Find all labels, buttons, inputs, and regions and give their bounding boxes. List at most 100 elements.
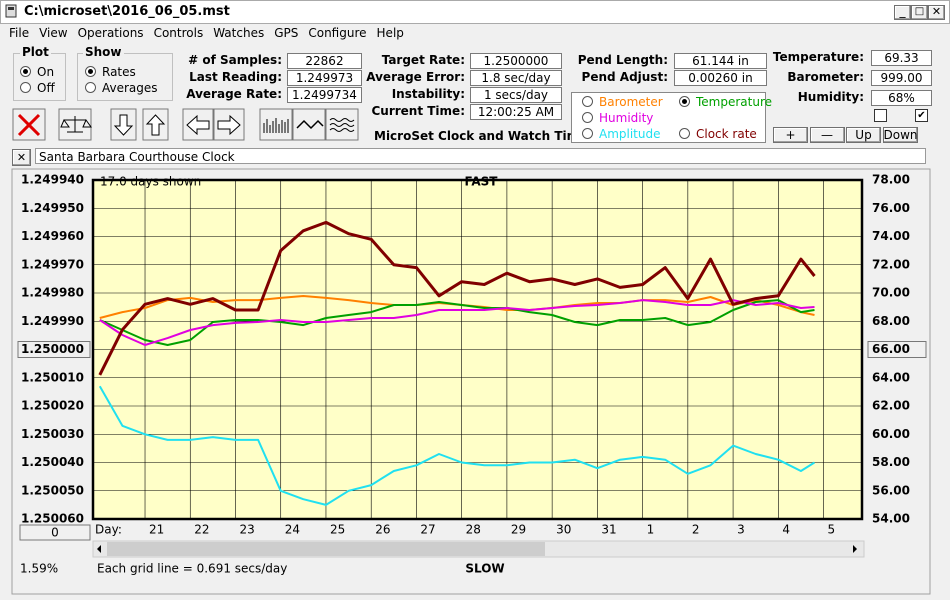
y-tick-label: 1.250000 [21, 342, 84, 356]
radio[interactable] [582, 128, 593, 139]
field-value[interactable]: 1.249973 [287, 70, 362, 86]
field-label: Current Time: [371, 104, 465, 118]
field-value[interactable]: 22862 [287, 53, 362, 69]
days-shown: 17.0 days shown [100, 175, 201, 189]
scrollbar[interactable] [92, 540, 865, 558]
x-tick-label: 31 [601, 523, 616, 537]
close-button[interactable]: ✕ [928, 5, 945, 20]
legend-item[interactable]: Humidity [582, 111, 653, 125]
field-value[interactable]: 69.33 [871, 50, 932, 66]
watch-name[interactable]: Santa Barbara Courthouse Clock [35, 148, 926, 164]
menu-item[interactable]: Operations [77, 26, 144, 40]
radio[interactable] [679, 96, 690, 107]
radio[interactable] [582, 112, 593, 123]
field-value[interactable]: 61.144 in [674, 53, 767, 69]
x-tick-label: 26 [375, 523, 390, 537]
field-value[interactable]: 12:00:25 AM [470, 104, 562, 120]
y2-tick-label: 78.00 [872, 173, 910, 187]
up-button[interactable] [142, 108, 169, 141]
maximize-button[interactable]: □ [911, 5, 928, 20]
radio[interactable] [20, 66, 31, 77]
menu-item[interactable]: GPS [274, 26, 299, 40]
field-label: # of Samples: [188, 53, 282, 67]
y2-tick-label: 64.00 [872, 370, 910, 384]
legend-item[interactable]: Barometer [582, 95, 663, 109]
radio[interactable] [85, 82, 96, 93]
radio[interactable] [582, 96, 593, 107]
menu-item[interactable]: Configure [308, 26, 367, 40]
radio-option[interactable]: Averages [85, 80, 158, 96]
chart: 17.0 days shown FAST SLOW Day: Each grid… [11, 168, 931, 595]
down-button[interactable] [110, 108, 137, 141]
checkbox[interactable] [874, 109, 887, 122]
field-label: Average Rate: [186, 87, 282, 101]
x-tick-label: 1 [647, 523, 655, 537]
wave-button[interactable] [325, 108, 359, 141]
menu-item[interactable]: File [9, 26, 30, 40]
menu-item[interactable]: Help [376, 26, 404, 40]
scroll-value: 0 [51, 526, 59, 540]
y2-tick-label: 56.00 [872, 483, 910, 497]
field-value[interactable]: 0.00260 in [674, 70, 767, 86]
x-axis-label: Day: [95, 523, 122, 537]
radio[interactable] [85, 66, 96, 77]
adjust-button[interactable]: + [773, 127, 808, 143]
radio-label: Rates [102, 65, 136, 79]
radio-label: On [37, 65, 55, 79]
adjust-button[interactable]: — [809, 127, 845, 143]
x-tick-label: 2 [692, 523, 700, 537]
stop-button[interactable] [12, 108, 46, 141]
radio[interactable] [679, 128, 690, 139]
legend-item[interactable]: Temperature [679, 95, 772, 109]
radio-label: Off [37, 81, 55, 95]
adjust-button[interactable]: Up [846, 127, 881, 143]
clear-button[interactable]: ✕ [12, 149, 31, 166]
x-tick-label: 28 [466, 523, 481, 537]
y-tick-label: 1.249950 [21, 201, 84, 215]
y2-tick-label: 68.00 [872, 314, 910, 328]
minimize-button[interactable]: _ [894, 5, 911, 20]
window-title: C:\microset\2016_06_05.mst [24, 4, 230, 19]
scroll-value-button[interactable]: 0 [19, 524, 91, 541]
x-tick-label: 25 [330, 523, 345, 537]
legend-label: Amplitude [599, 127, 661, 141]
bars-button[interactable] [259, 108, 293, 141]
radio[interactable] [20, 82, 31, 93]
field-value[interactable]: 1 secs/day [470, 87, 562, 103]
right-button[interactable] [213, 108, 245, 141]
radio-list: On Off [20, 64, 55, 96]
left-button[interactable] [182, 108, 214, 141]
radio-option[interactable]: Rates [85, 64, 158, 80]
radio-option[interactable]: On [20, 64, 55, 80]
menu-item[interactable]: Watches [213, 26, 265, 40]
x-tick-label: 3 [737, 523, 745, 537]
tick-button[interactable] [17, 341, 91, 358]
legend-label: Barometer [599, 95, 663, 109]
legend-label: Clock rate [696, 127, 757, 141]
y-tick-label: 1.250040 [21, 455, 84, 469]
balance-button[interactable] [58, 108, 92, 141]
y2-tick-label: 76.00 [872, 201, 910, 215]
title-bar [0, 0, 950, 24]
field-value[interactable]: 68% [871, 90, 932, 106]
checkbox[interactable]: ✔ [915, 109, 928, 122]
field-label: Humidity: [797, 90, 864, 104]
line-button[interactable] [292, 108, 326, 141]
field-value[interactable]: 1.8 sec/day [470, 70, 562, 86]
menu-item[interactable]: Controls [153, 26, 204, 40]
status: 1.59% [20, 562, 58, 576]
menu-bar: File View Operations Controls Watches GPS Conf… [4, 25, 409, 41]
tick-button[interactable] [867, 341, 927, 358]
y-tick-label: 1.250020 [21, 399, 84, 413]
legend-item[interactable]: Clock rate [679, 127, 757, 141]
field-value[interactable]: 1.2500000 [470, 53, 562, 69]
adjust-button[interactable]: Down [882, 127, 918, 143]
x-tick-label: 29 [511, 523, 526, 537]
legend-item[interactable]: Amplitude [582, 127, 661, 141]
radio-option[interactable]: Off [20, 80, 55, 96]
field-value[interactable]: 999.00 [871, 70, 932, 86]
field-value[interactable]: 1.2499734 [287, 87, 362, 103]
x-tick-label: 22 [194, 523, 209, 537]
menu-item[interactable]: View [39, 26, 68, 40]
show-group [77, 53, 173, 101]
